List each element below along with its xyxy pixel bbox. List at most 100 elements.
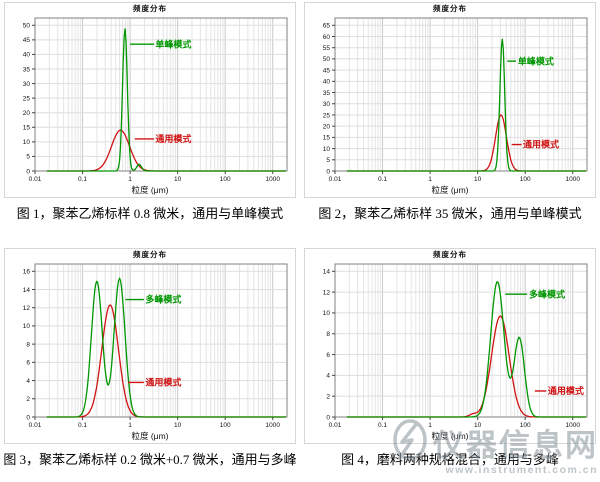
x-axis-label: 粒度 (μm): [131, 185, 169, 195]
y-tick-label: 40: [323, 79, 331, 86]
y-tick-label: 60: [323, 34, 331, 41]
y-tick-label: 8: [26, 341, 30, 348]
series-annotation: 多峰模式: [125, 294, 181, 305]
grid-lines: [335, 18, 587, 171]
plot-frame: [34, 263, 288, 418]
x-tick-label: 100: [520, 176, 531, 183]
chart-title: 频度分布: [133, 4, 167, 13]
x-tick-label: 10: [474, 176, 482, 183]
y-tick-label: 16: [23, 269, 31, 276]
x-tick-label: 0.01: [329, 176, 342, 183]
y-tick-label: 8: [326, 331, 330, 338]
y-tick-label: 10: [23, 139, 31, 146]
chart-panel: 频度分布 0 2 4 6 8 10 12 14 16 0.01 0.1 1 10 100 1000 多峰模式通…: [4, 248, 296, 444]
y-tick-label: 10: [323, 146, 331, 153]
chart-panel: 频度分布 0 5 10 15 20 25 30 35 40 45 50 0.01 0.1 1 10 100 10…: [4, 2, 296, 198]
series-annotation: 多峰模式: [505, 288, 565, 299]
y-tick-label: 50: [23, 23, 31, 30]
series-curve-0: [346, 281, 586, 418]
x-tick-label: 1000: [266, 176, 281, 183]
axis-ticks-and-labels: 0 5 10 15 20 25 30 35 40 45 50 0.01 0.1 1 10 100 1000: [23, 23, 281, 183]
series-annotation-label: 通用模式: [548, 385, 584, 396]
y-tick-label: 35: [323, 90, 331, 97]
y-tick-label: 25: [323, 112, 331, 119]
series-annotation: 通用模式: [127, 377, 181, 388]
y-tick-label: 5: [326, 157, 330, 164]
y-tick-label: 2: [26, 396, 30, 403]
series-annotation-label: 多峰模式: [529, 288, 565, 299]
y-tick-label: 15: [23, 125, 31, 132]
y-tick-label: 15: [323, 135, 331, 142]
series-annotation-label: 通用模式: [523, 139, 559, 150]
x-axis-label: 粒度 (μm): [431, 431, 469, 441]
chart-caption: 图 4，磨料两种规格混合，通用与多峰: [341, 452, 559, 467]
y-tick-label: 12: [23, 305, 31, 312]
series-annotation-label: 通用模式: [155, 133, 191, 144]
series-curve-0: [346, 38, 586, 172]
chart-panel: 频度分布 0 5 10 15 20 25 30 35 40 45 50 55 60 65 0.01 0.1 1 1…: [304, 2, 596, 198]
chart-cell: 频度分布 0 2 4 6 8 10 12 14 16 0.01 0.1 1 10 100 1000 多峰模式通…: [0, 246, 300, 482]
chart-plot: 0 5 10 15 20 25 30 35 40 45 50 55 60 65 0.01 0.1 1 10 100 1…: [323, 17, 588, 183]
chart-panel: 频度分布 0 2 4 6 8 10 12 14 0.01 0.1 1 10 100 1000 多峰模式 通用模…: [304, 248, 596, 444]
x-tick-label: 0.1: [78, 422, 87, 429]
y-tick-label: 20: [323, 123, 331, 130]
x-tick-label: 100: [520, 422, 531, 429]
series-annotation-label: 单峰模式: [155, 38, 191, 49]
y-tick-label: 30: [23, 81, 31, 88]
x-axis-label: 粒度 (μm): [431, 185, 469, 195]
y-tick-label: 50: [323, 56, 331, 63]
y-tick-label: 14: [23, 287, 31, 294]
series-annotation-label: 通用模式: [145, 377, 181, 388]
chart-caption: 图 3，聚苯乙烯标样 0.2 微米+0.7 微米，通用与多峰: [3, 452, 297, 467]
y-tick-label: 2: [326, 393, 330, 400]
x-tick-label: 0.1: [378, 422, 387, 429]
series-annotation: 单峰模式: [507, 55, 554, 66]
series-annotation: 通用模式: [134, 133, 191, 144]
x-tick-label: 0.01: [29, 176, 42, 183]
chart-cell: 频度分布 0 5 10 15 20 25 30 35 40 45 50 55 60 65 0.01 0.1 1 1…: [300, 0, 600, 246]
chart-plot: 0 5 10 15 20 25 30 35 40 45 50 0.01 0.1 1 10 100 1000 单峰模…: [23, 17, 288, 183]
y-tick-label: 4: [326, 373, 330, 380]
x-tick-label: 1: [128, 422, 132, 429]
x-tick-label: 1: [428, 422, 432, 429]
y-tick-label: 10: [323, 310, 331, 317]
x-tick-label: 0.1: [78, 176, 87, 183]
y-tick-label: 12: [323, 289, 331, 296]
x-tick-label: 10: [174, 176, 182, 183]
series-curve-0: [46, 277, 286, 418]
y-tick-label: 6: [326, 352, 330, 359]
chart-title: 频度分布: [433, 250, 467, 259]
series-annotation: 通用模式: [511, 139, 559, 150]
chart-title: 频度分布: [433, 4, 467, 13]
chart-caption: 图 1，聚苯乙烯标样 0.8 微米，通用与单峰模式: [16, 206, 284, 221]
y-tick-label: 20: [23, 110, 31, 117]
y-tick-label: 10: [23, 323, 31, 330]
y-tick-label: 0: [326, 414, 330, 421]
y-tick-label: 45: [323, 67, 331, 74]
x-tick-label: 10: [174, 422, 182, 429]
x-axis-label: 粒度 (μm): [131, 431, 169, 441]
y-tick-label: 45: [23, 37, 31, 44]
x-tick-label: 0.01: [29, 422, 42, 429]
series-annotation: 单峰模式: [130, 38, 191, 49]
x-tick-label: 1: [428, 176, 432, 183]
y-tick-label: 6: [26, 360, 30, 367]
x-tick-label: 1: [128, 176, 132, 183]
x-tick-label: 100: [220, 422, 231, 429]
chart-cell: 频度分布 0 2 4 6 8 10 12 14 0.01 0.1 1 10 100 1000 多峰模式 通用模…: [300, 246, 600, 482]
grid-lines: [335, 264, 587, 417]
series-annotation-label: 单峰模式: [518, 55, 554, 66]
chart-cell: 频度分布 0 5 10 15 20 25 30 35 40 45 50 0.01 0.1 1 10 100 10…: [0, 0, 300, 246]
y-tick-label: 55: [323, 45, 331, 52]
y-tick-label: 65: [323, 23, 331, 30]
y-tick-label: 40: [23, 52, 31, 59]
axis-ticks-and-labels: 0 2 4 6 8 10 12 14 16 0.01 0.1 1 10 100 1000: [23, 269, 281, 429]
x-tick-label: 1000: [266, 422, 281, 429]
y-tick-label: 4: [26, 378, 30, 385]
x-tick-label: 1000: [566, 176, 581, 183]
y-tick-label: 30: [323, 101, 331, 108]
grid-lines: [35, 18, 287, 171]
